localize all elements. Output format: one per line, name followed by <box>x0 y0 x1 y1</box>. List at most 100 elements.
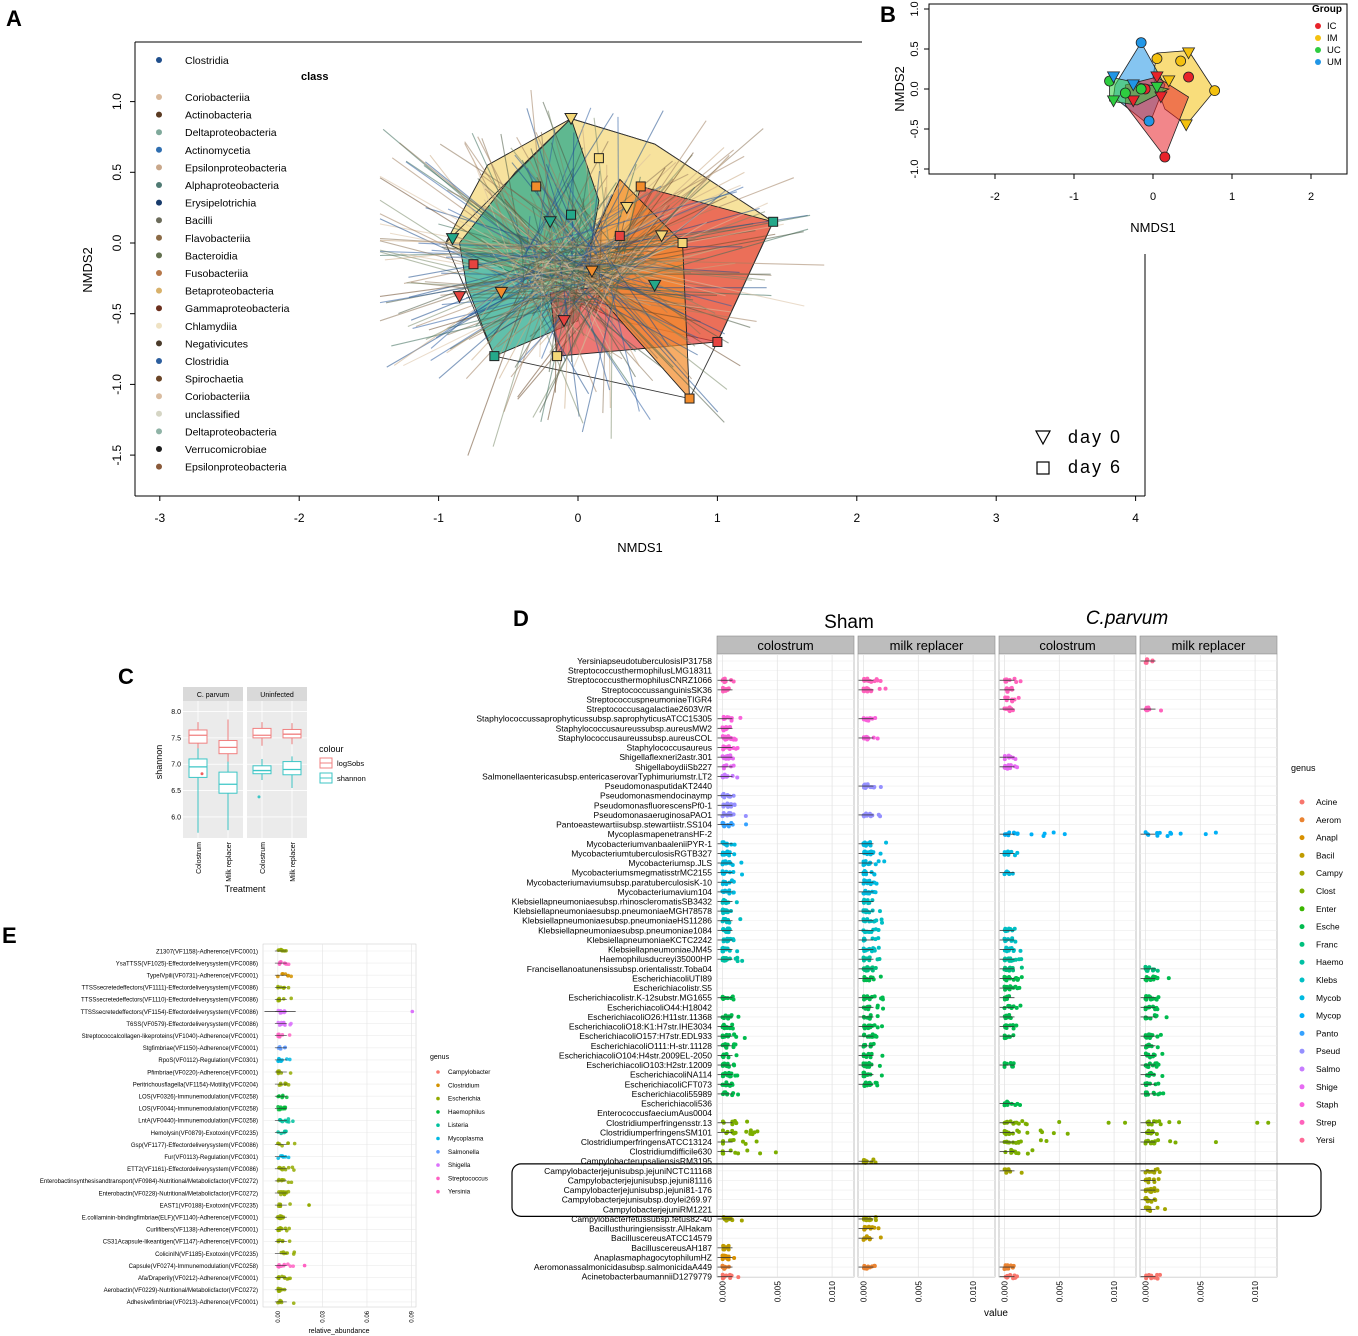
panel-d-point <box>734 1120 739 1125</box>
panel-d-legend-label: Franc <box>1316 939 1338 949</box>
panel-d-row-label: StreptococcusthermophilusCNRZ1066 <box>567 675 712 685</box>
panel-d-row-label: Escherichiacolistr.S5 <box>634 983 713 993</box>
panel-a-legend-swatch <box>156 340 162 347</box>
panel-d-point <box>869 994 874 999</box>
panel-a-vector <box>617 116 620 252</box>
panel-d-point <box>738 715 743 720</box>
panel-b-nmds-plot: -2 -1 0 1 2 -1.0 -0.5 0.0 0.5 1.0 NMDS1 NMDS2 Gro… <box>892 1 1348 235</box>
panel-e-dotplot: 0.00 0.03 0.06 0.09 Z1307(VF1158)-Adherence(… <box>40 943 490 1335</box>
panel-a-vector <box>446 279 556 354</box>
panel-d-point <box>862 814 867 819</box>
panel-d-point <box>1051 1131 1056 1136</box>
panel-d-point <box>866 718 871 723</box>
panel-a-legend-swatch <box>156 446 162 452</box>
panel-d-legend-label: Salmo <box>1316 1064 1340 1074</box>
panel-e-legend-swatch <box>436 1110 440 1114</box>
panel-b-legend-label: UM <box>1327 57 1342 68</box>
panel-a-vector <box>379 251 585 257</box>
panel-e-legend-swatch <box>436 1083 440 1088</box>
panel-d-legend-label: Esche <box>1316 922 1340 932</box>
panel-d-row-label: MycoplasmapenetransHF-2 <box>608 829 713 839</box>
panel-b-y-tick-label: 0.5 <box>909 41 921 56</box>
panel-a-legend-swatch <box>156 111 162 118</box>
panel-b-point <box>1126 95 1140 108</box>
panel-b-point <box>1135 37 1147 48</box>
panel-a-legend-swatch <box>156 358 162 364</box>
panel-e-point <box>285 1057 289 1061</box>
panel-d-row-label: Staphylococcusaureussubsp.aureusCOL <box>558 733 712 743</box>
panel-d-row-label: Klebsiellapneumoniaesubsp.pneumoniaeMGH7… <box>514 906 713 916</box>
panel-b-point <box>1150 81 1164 94</box>
panel-a-shape-legend: day 0 day 6 <box>1034 427 1120 477</box>
panel-d-point <box>731 1045 736 1050</box>
panel-e-row-label: Fur(VF0113)-Regulation(VFC0301) <box>164 1155 258 1161</box>
panel-d-point <box>1013 984 1018 989</box>
panel-d-point <box>722 772 727 777</box>
panel-e-row-label: T6SS(VF0579)-Effectordeliverysystem(VFC0… <box>126 1022 258 1028</box>
panel-d-row-label: Bacillusthuringiensisstr.AlHakam <box>589 1224 712 1234</box>
panel-a-vector <box>535 201 595 252</box>
panel-d-point <box>1213 1140 1218 1145</box>
panel-a-legend-label: Coriobacteriia <box>185 92 250 104</box>
panel-c-boxplot: C. parvum Colostrum Milk replacer Uninfecte… <box>154 687 366 894</box>
panel-e-point <box>410 1009 415 1014</box>
panel-a-vector <box>583 292 698 356</box>
panel-a-x-tick-label: 4 <box>1132 511 1139 525</box>
panel-e-point <box>276 1156 281 1160</box>
panel-a-vector <box>481 183 583 281</box>
panel-d-point <box>1003 695 1008 700</box>
panel-c-legend-label: shannon <box>337 774 366 783</box>
panel-d-point <box>735 959 740 964</box>
panel-e-legend-label: Yersinia <box>448 1189 471 1196</box>
panel-d-point <box>727 891 732 896</box>
panel-a-legend-swatch <box>156 463 162 470</box>
panel-c-facet-label: C. parvum <box>197 692 229 699</box>
panel-d-legend-swatch <box>1299 1013 1305 1019</box>
panel-d-point <box>724 1045 729 1050</box>
panel-e-row-label: Hemolysin(VF0879)-Exotoxin(VFC0235) <box>151 1131 258 1137</box>
panel-d-point <box>865 686 870 691</box>
panel-d-point <box>864 1064 869 1069</box>
panel-e-point <box>286 1120 291 1124</box>
panel-d-point <box>1153 1014 1158 1019</box>
panel-d-point <box>1030 1148 1035 1153</box>
panel-d-point <box>1011 1033 1016 1038</box>
panel-d-group-cparvum: C.parvum <box>1086 608 1168 629</box>
panel-d-point <box>872 872 877 877</box>
panel-d-highlight-box <box>511 1163 1322 1217</box>
panel-a-vector <box>610 260 669 347</box>
panel-d-legend-label: Strep <box>1316 1117 1337 1127</box>
panel-d-point <box>878 851 883 856</box>
panel-a-legend-title: class <box>301 71 329 83</box>
panel-b-point <box>1150 71 1164 84</box>
panel-a-day6-marker <box>531 181 542 192</box>
panel-e-point <box>279 1059 283 1063</box>
panel-d-point <box>1147 1061 1152 1066</box>
panel-d-point <box>871 735 876 740</box>
panel-d-point <box>1151 1052 1156 1057</box>
panel-e-point <box>279 1118 283 1123</box>
panel-a-vector <box>410 281 551 298</box>
panel-a-day6-marker <box>552 351 563 362</box>
panel-e-row-label: Peritrichousflagella(VF1154)-Motility(VF… <box>133 1082 258 1088</box>
panel-d-row-label: Aeromonassalmonicidasubsp.salmonicidaA44… <box>534 1262 712 1272</box>
panel-d-row-label: EscherichiacoliO18:K1:H7str.IHE3034 <box>569 1022 712 1032</box>
panel-e-legend-label: Campylobacter <box>448 1069 490 1076</box>
panel-d-point <box>734 900 739 905</box>
panel-a-legend-swatch <box>156 164 162 171</box>
panel-b-legend-swatch <box>1315 47 1321 53</box>
panel-d-point <box>1164 1015 1169 1020</box>
panel-c-outlier <box>257 795 261 799</box>
panel-d-point <box>879 917 884 922</box>
panel-c-x-label: Treatment <box>225 884 266 894</box>
panel-d-point <box>864 956 869 961</box>
panel-e-point <box>307 1203 311 1207</box>
panel-d-point <box>1157 1272 1162 1277</box>
panel-d-point <box>1006 1100 1011 1105</box>
panel-d-legend-swatch <box>1299 995 1305 1001</box>
panel-e-point <box>278 1299 282 1304</box>
panel-d-point <box>724 763 729 768</box>
panel-a-day0-marker <box>452 291 467 304</box>
panel-a-legend-swatch <box>156 375 162 382</box>
panel-d-point <box>868 882 873 887</box>
